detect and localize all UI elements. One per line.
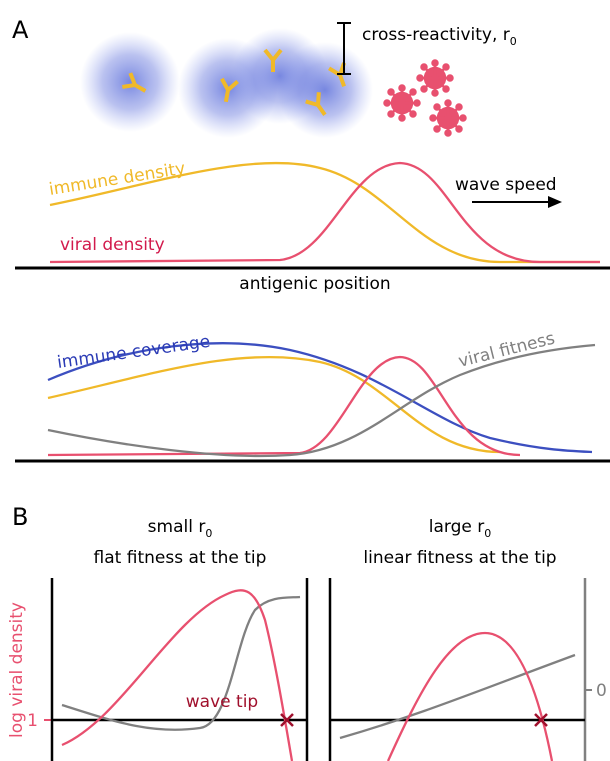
immune-density-label: immune density <box>48 159 187 200</box>
panel-label: A <box>12 16 29 44</box>
cross-reactivity-label: cross-reactivity, r0 <box>362 25 517 48</box>
wave-tip-label: wave tip <box>186 692 258 712</box>
viral-fitness-label: viral fitness <box>456 329 557 372</box>
right-tick-label: 0 <box>596 681 607 701</box>
left-subtitle: flat fitness at the tip <box>94 548 267 568</box>
antibody-cloud <box>80 28 373 138</box>
viral-density-label: viral density <box>60 235 165 255</box>
arrow <box>548 196 562 208</box>
wave-speed-label: wave speed <box>455 175 557 195</box>
y-label: log viral density <box>7 602 27 738</box>
figure: A cross-reactivity, r0 immune density vi… <box>0 0 610 761</box>
left-tick-label: 1 <box>27 711 38 731</box>
viruses <box>385 61 466 136</box>
panel-label: B <box>12 503 28 531</box>
left-title: small r0 <box>148 517 213 540</box>
right-plot <box>330 578 592 761</box>
left-plot <box>52 578 307 761</box>
axis-label: antigenic position <box>239 274 390 294</box>
right-title: large r0 <box>429 517 491 540</box>
right-subtitle: linear fitness at the tip <box>363 548 556 568</box>
